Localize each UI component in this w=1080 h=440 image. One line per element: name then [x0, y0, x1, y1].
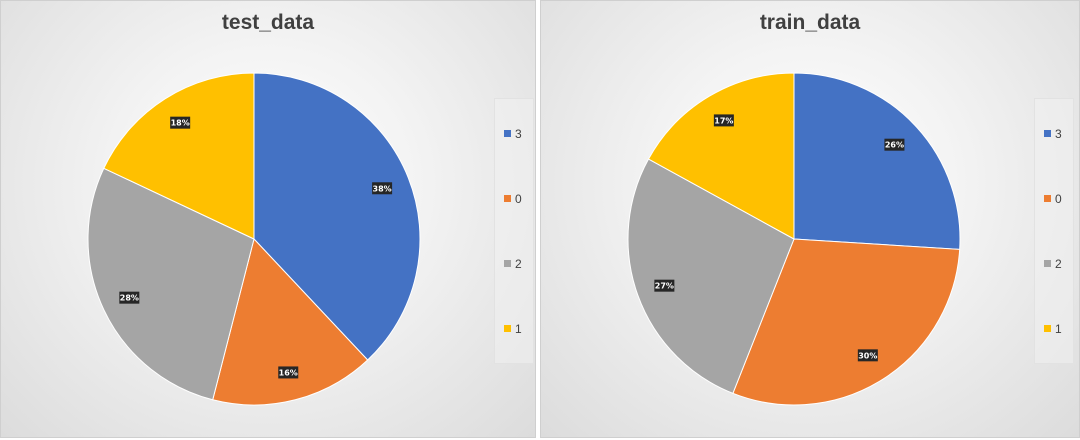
pie-slice-3 — [253, 72, 421, 361]
data-label: 27% — [655, 282, 674, 291]
data-label-bg — [170, 116, 191, 129]
pie-slice-0 — [212, 237, 369, 406]
data-label-bg — [654, 279, 675, 292]
chart-title: train_data — [759, 11, 861, 34]
legend-swatch — [1044, 260, 1051, 267]
chart-panel-train: train_data 26% 30% 27% 17% 3 0 2 1 — [540, 0, 1080, 438]
legend-swatch — [1044, 195, 1051, 202]
pie-chart-train: 26% 30% 27% 17% — [627, 72, 961, 406]
pie-slice-1 — [647, 72, 795, 240]
data-label-bg — [119, 291, 140, 304]
legend-swatch — [504, 260, 511, 267]
data-label-bg — [884, 138, 905, 151]
data-label: 16% — [279, 368, 298, 377]
pie-slice-2 — [627, 158, 795, 394]
legend-swatch — [504, 130, 511, 137]
data-label: 18% — [171, 119, 190, 128]
legend: 3 0 2 1 — [494, 98, 534, 364]
data-label: 28% — [120, 294, 139, 303]
legend-label: 0 — [1055, 192, 1062, 206]
data-label-bg — [857, 349, 878, 362]
data-label: 26% — [885, 141, 904, 150]
legend-swatch — [504, 325, 511, 332]
legend-label: 3 — [515, 127, 522, 141]
legend-label: 3 — [1055, 127, 1062, 141]
pie-chart-test: 38% 16% 28% 18% — [87, 72, 421, 406]
data-label-bg — [372, 182, 393, 195]
pie-slice-2 — [87, 167, 255, 401]
legend-item: 0 — [504, 192, 522, 206]
legend-label: 1 — [515, 322, 522, 336]
pie-slice-3 — [793, 72, 961, 250]
legend-label: 0 — [515, 192, 522, 206]
legend-item: 0 — [1044, 192, 1062, 206]
legend-item: 2 — [1044, 257, 1062, 271]
data-label: 17% — [714, 116, 733, 125]
data-label-bg — [713, 114, 734, 127]
legend-swatch — [1044, 130, 1051, 137]
data-label: 38% — [373, 184, 392, 193]
legend-item: 1 — [1044, 322, 1062, 336]
legend-item: 3 — [504, 127, 522, 141]
pie-slice-0 — [732, 238, 961, 406]
pie-slice-1 — [103, 72, 255, 240]
legend-swatch — [1044, 325, 1051, 332]
legend-label: 2 — [515, 257, 522, 271]
legend-item: 1 — [504, 322, 522, 336]
legend: 3 0 2 1 — [1034, 98, 1074, 364]
legend-swatch — [504, 195, 511, 202]
legend-item: 2 — [504, 257, 522, 271]
chart-panel-test: test_data 38% 16% 28% 18% 3 0 2 1 — [0, 0, 536, 438]
chart-title: test_data — [221, 11, 315, 34]
legend-label: 1 — [1055, 322, 1062, 336]
data-label: 30% — [858, 351, 877, 360]
legend-item: 3 — [1044, 127, 1062, 141]
legend-label: 2 — [1055, 257, 1062, 271]
data-label-bg — [278, 366, 299, 379]
